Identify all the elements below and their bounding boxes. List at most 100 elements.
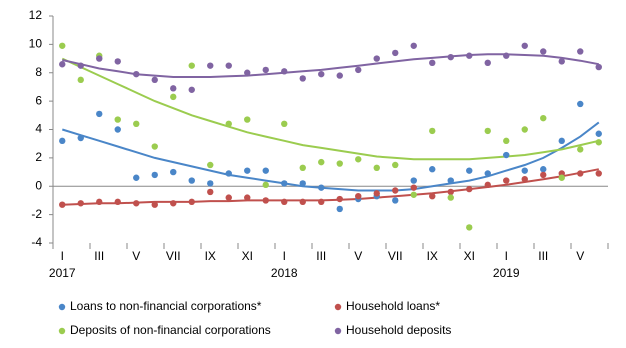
trend-line xyxy=(62,121,600,192)
point xyxy=(503,137,510,145)
point xyxy=(170,200,177,207)
point xyxy=(281,68,288,75)
point xyxy=(207,180,214,187)
legend-label: Household loans* xyxy=(346,299,440,313)
point xyxy=(484,170,491,177)
point xyxy=(114,116,121,123)
point xyxy=(318,184,325,191)
point xyxy=(188,198,195,206)
point xyxy=(429,59,436,67)
point xyxy=(188,62,195,69)
point xyxy=(281,180,288,187)
point xyxy=(595,63,602,71)
legend-marker xyxy=(58,303,66,311)
point xyxy=(170,168,177,176)
point xyxy=(170,93,177,101)
x-tick-label: V xyxy=(354,249,362,263)
y-tick-label: 6 xyxy=(35,93,42,107)
point xyxy=(318,158,325,166)
x-tick-label: XI xyxy=(464,249,475,263)
point xyxy=(355,156,362,163)
point xyxy=(503,52,510,59)
point xyxy=(299,164,306,172)
point xyxy=(244,167,251,174)
point xyxy=(114,126,121,133)
point xyxy=(225,170,232,177)
point xyxy=(133,70,140,78)
point xyxy=(447,194,454,201)
point xyxy=(336,205,343,213)
point xyxy=(503,151,510,159)
x-tick-label: I xyxy=(61,249,64,263)
point xyxy=(133,174,140,181)
x-tick-label: III xyxy=(316,249,326,263)
point xyxy=(373,164,380,172)
point xyxy=(595,170,602,177)
trend-line xyxy=(62,168,599,206)
point xyxy=(447,53,454,61)
x-tick-label: XI xyxy=(242,249,253,263)
point xyxy=(429,192,436,200)
y-tick-label: 4 xyxy=(35,122,42,136)
point xyxy=(336,195,343,203)
x-tick-label: VII xyxy=(166,249,181,263)
point xyxy=(77,62,84,69)
point xyxy=(188,86,195,93)
y-tick-label: 2 xyxy=(35,150,42,164)
point xyxy=(577,100,584,108)
point xyxy=(392,187,399,194)
point xyxy=(77,134,84,142)
x-tick-label: I xyxy=(505,249,508,263)
point xyxy=(225,194,232,201)
point xyxy=(521,126,528,133)
point xyxy=(96,55,103,62)
point xyxy=(392,161,399,169)
y-tick-label: 8 xyxy=(35,65,42,79)
x-tick-label: V xyxy=(576,249,584,263)
x-tick-label: VII xyxy=(388,249,403,263)
point xyxy=(429,166,436,173)
point xyxy=(392,49,399,57)
point xyxy=(521,42,528,49)
point xyxy=(355,192,362,200)
point xyxy=(96,198,103,206)
point xyxy=(466,185,473,193)
point xyxy=(466,52,473,59)
trend-line xyxy=(62,53,599,78)
year-label: 2018 xyxy=(271,266,298,280)
point xyxy=(244,69,251,76)
point xyxy=(207,188,214,196)
legend-marker xyxy=(58,327,66,335)
point xyxy=(410,42,417,49)
point xyxy=(225,120,232,128)
point xyxy=(281,198,288,206)
point xyxy=(484,59,491,67)
x-tick-label: V xyxy=(132,249,140,263)
point xyxy=(151,143,158,150)
point xyxy=(540,166,547,173)
y-tick-label: 12 xyxy=(29,8,43,22)
point xyxy=(299,180,306,187)
point xyxy=(170,85,177,92)
point xyxy=(521,175,528,183)
point xyxy=(151,171,158,179)
x-tick-label: I xyxy=(283,249,286,263)
point xyxy=(318,198,325,206)
point xyxy=(521,167,528,174)
point xyxy=(595,130,602,137)
point xyxy=(244,194,251,201)
point xyxy=(373,190,380,197)
point xyxy=(59,137,66,145)
legend-label: Deposits of non-financial corporations xyxy=(70,323,271,337)
point xyxy=(336,72,343,79)
point xyxy=(151,201,158,208)
point xyxy=(151,76,158,84)
point xyxy=(77,200,84,207)
point xyxy=(281,120,288,128)
y-tick-label: -2 xyxy=(31,207,42,221)
point xyxy=(133,200,140,207)
point xyxy=(188,177,195,184)
point xyxy=(77,76,84,84)
point xyxy=(225,62,232,69)
point xyxy=(447,177,454,184)
